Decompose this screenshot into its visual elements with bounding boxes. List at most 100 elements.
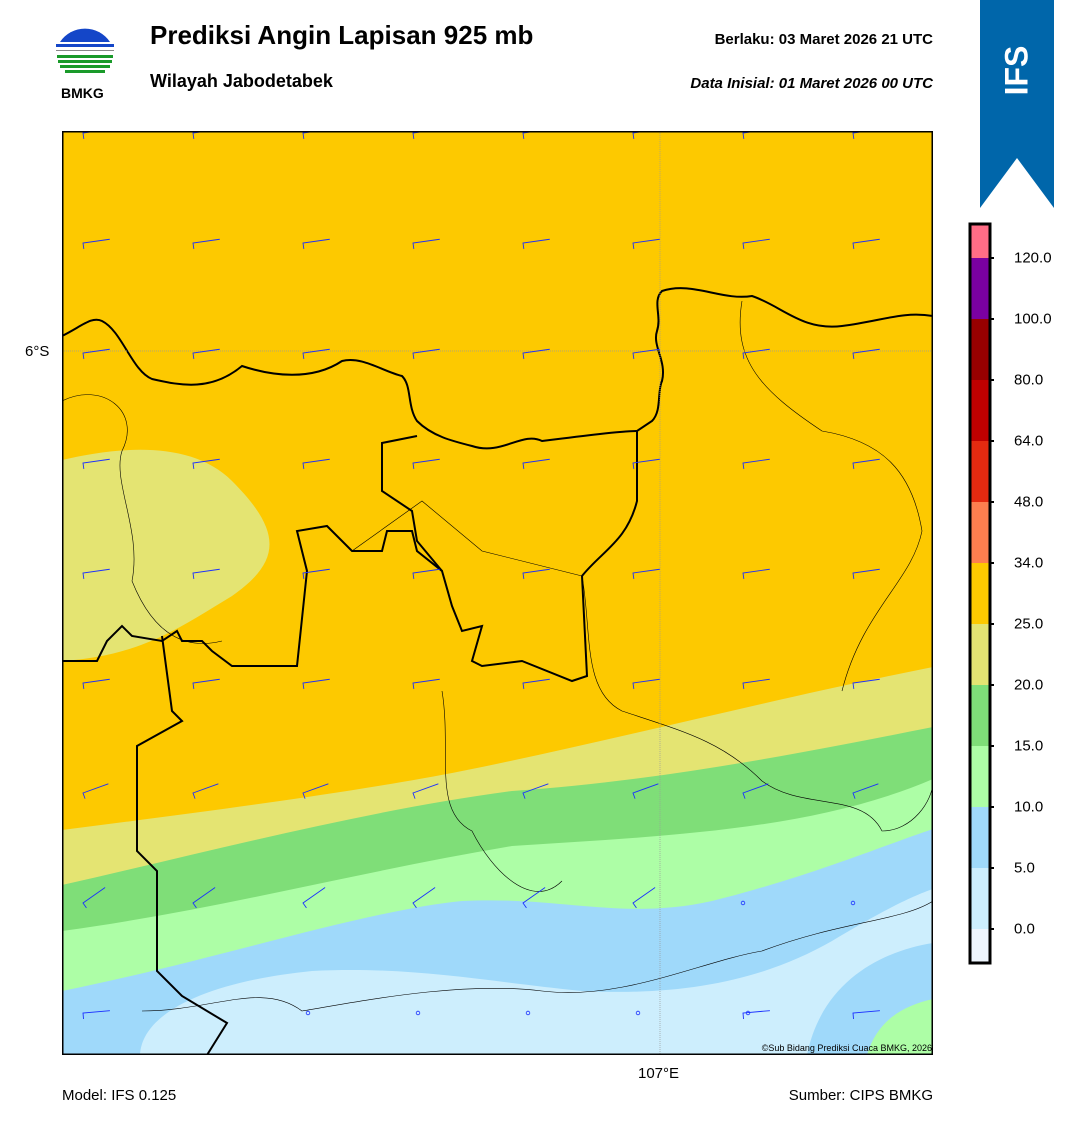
model-label: Model: IFS 0.125 — [62, 1087, 177, 1104]
calm-wind-marker — [525, 1010, 531, 1016]
wind-barb — [82, 1010, 110, 1020]
wind-barb — [522, 238, 550, 250]
colorbar-segment — [970, 224, 990, 258]
wind-barb — [412, 131, 440, 140]
colorbar-segment — [970, 746, 990, 807]
colorbar-segment — [970, 258, 990, 319]
wind-barb — [302, 458, 330, 470]
wind-barb — [302, 238, 330, 250]
wind-speed-map — [62, 131, 933, 1055]
wind-barb — [412, 568, 440, 580]
wind-barb — [632, 131, 660, 140]
wind-barb — [302, 678, 330, 690]
lon-label: 107°E — [638, 1065, 680, 1082]
colorbar-tick-label: 120.0 — [1014, 249, 1052, 267]
wind-barb — [522, 131, 550, 140]
model-badge: IFS — [998, 45, 1035, 95]
wind-barb — [412, 348, 440, 360]
band-0-5 — [140, 889, 933, 1055]
colorbar-segment — [970, 563, 990, 624]
wind-barb — [192, 131, 220, 140]
init-time: Data Inisial: 01 Maret 2026 00 UTC — [690, 75, 933, 92]
wind-barbs — [82, 131, 880, 1020]
wind-barb — [412, 887, 436, 909]
wind-barb — [82, 458, 110, 470]
calm-wind-marker — [635, 1010, 641, 1016]
wind-barb — [852, 568, 880, 580]
colorbar-segment — [970, 624, 990, 685]
wind-barb — [742, 238, 770, 250]
wind-barb — [82, 568, 110, 580]
wind-barb — [192, 783, 219, 799]
wind-barb — [192, 568, 220, 580]
wind-barb — [852, 458, 880, 470]
regency-borders — [62, 300, 933, 1012]
wind-barb — [852, 1010, 880, 1020]
wind-barb — [302, 348, 330, 360]
colorbar-segment — [970, 380, 990, 441]
wind-barb — [522, 783, 549, 799]
wind-barb — [852, 348, 880, 360]
wind-barb — [522, 887, 546, 909]
calm-wind-marker — [415, 1010, 421, 1016]
wind-barb — [522, 568, 550, 580]
wind-barb — [522, 348, 550, 360]
wind-barb — [742, 568, 770, 580]
colorbar-segment — [970, 685, 990, 746]
copyright: ©Sub Bidang Prediksi Cuaca BMKG, 2026 — [761, 1043, 932, 1053]
colorbar-segment — [970, 929, 990, 963]
wind-barb — [302, 887, 326, 909]
wind-barb — [852, 131, 880, 140]
wind-barb — [742, 348, 770, 360]
province-border — [136, 635, 229, 1055]
colorbar-tick-label: 5.0 — [1014, 859, 1035, 877]
wind-barb — [192, 678, 220, 690]
colorbar-segment — [970, 319, 990, 380]
colorbar-tick-label: 100.0 — [1014, 310, 1052, 328]
colorbar-tick-label: 80.0 — [1014, 371, 1044, 389]
wind-barb — [192, 238, 220, 250]
valid-time: Berlaku: 03 Maret 2026 21 UTC — [714, 31, 933, 48]
colorbar — [968, 222, 994, 965]
wind-barb — [192, 458, 220, 470]
wind-barb — [632, 783, 659, 799]
wind-barb — [412, 678, 440, 690]
wind-barb — [302, 783, 329, 799]
colorbar-tick-label: 10.0 — [1014, 798, 1044, 816]
wind-barb — [522, 458, 550, 470]
wind-barb — [632, 887, 656, 909]
wind-barb — [192, 348, 220, 360]
colorbar-segment — [970, 502, 990, 563]
colorbar-tick-label: 0.0 — [1014, 920, 1035, 938]
colorbar-tick-label: 64.0 — [1014, 432, 1044, 450]
colorbar-tick-label: 20.0 — [1014, 676, 1044, 694]
colorbar-tick-label: 48.0 — [1014, 493, 1044, 511]
colorbar-segment — [970, 441, 990, 502]
wind-barb — [522, 678, 550, 690]
wind-barb — [632, 678, 660, 690]
wind-barb — [302, 131, 330, 140]
wind-barb — [852, 238, 880, 250]
wind-barb — [852, 678, 880, 690]
colorbar-tick-label: 15.0 — [1014, 737, 1044, 755]
wind-barb — [82, 348, 110, 360]
wind-barb — [82, 238, 110, 250]
wind-barb — [302, 568, 330, 580]
wind-barb — [632, 348, 660, 360]
wind-barb — [742, 1010, 770, 1020]
wind-barb — [412, 458, 440, 470]
wind-barb — [82, 887, 106, 909]
wind-barb — [82, 131, 110, 140]
wind-barb — [412, 238, 440, 250]
bmkg-logo — [55, 23, 115, 83]
colorbar-tick-label: 25.0 — [1014, 615, 1044, 633]
wind-barb — [82, 783, 109, 799]
page-subtitle: Wilayah Jabodetabek — [150, 71, 333, 91]
calm-wind-marker — [305, 1010, 311, 1016]
wind-barb — [632, 238, 660, 250]
lat-label: 6°S — [25, 343, 50, 360]
wind-barb — [742, 783, 769, 799]
colorbar-tick-label: 34.0 — [1014, 554, 1044, 572]
colorbar-segment — [970, 868, 990, 929]
